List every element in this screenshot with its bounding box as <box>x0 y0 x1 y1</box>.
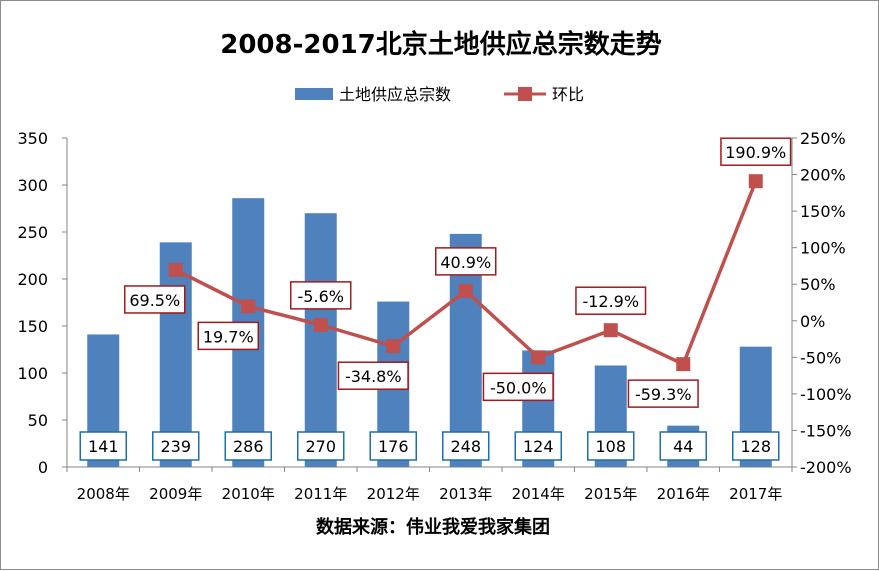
change-value-label: -12.9% <box>582 292 639 311</box>
x-tick-label: 2011年 <box>294 485 347 503</box>
bar-value-box <box>442 431 490 461</box>
legend-bar-swatch <box>295 88 333 100</box>
line-marker <box>748 174 763 189</box>
bar-value-label: 176 <box>378 437 409 456</box>
right-tick-label: 50% <box>800 275 836 294</box>
right-tick-label: 100% <box>800 239 846 258</box>
x-tick-label: 2015年 <box>584 485 637 503</box>
change-value-label: 19.7% <box>203 327 254 346</box>
legend-line-label: 环比 <box>552 85 584 104</box>
bar-value-box <box>79 431 127 461</box>
change-value-box <box>435 247 497 276</box>
bar-value-box <box>732 431 780 461</box>
right-tick-label: -200% <box>800 458 852 477</box>
bar-value-box <box>297 431 345 461</box>
bar-value-box <box>587 431 635 461</box>
right-tick-label: 200% <box>800 166 846 185</box>
bar-value-box <box>369 431 417 461</box>
change-value-box <box>337 361 409 390</box>
x-tick-label: 2016年 <box>657 485 710 503</box>
line-marker <box>458 283 473 298</box>
line-series <box>168 174 763 372</box>
change-value-box <box>482 372 554 402</box>
left-tick-label: 0 <box>38 458 48 477</box>
change-value-box <box>627 379 699 408</box>
right-tick-label: 250% <box>800 129 846 148</box>
line-marker <box>241 299 256 314</box>
left-tick-label: 200 <box>17 270 48 289</box>
change-value-label: 69.5% <box>129 291 180 310</box>
change-value-box <box>290 281 352 310</box>
x-tick-label: 2012年 <box>367 485 420 503</box>
line-marker <box>531 350 546 365</box>
source-note: 数据来源：伟业我爱我家集团 <box>316 516 550 538</box>
bar-value-label: 141 <box>88 437 119 456</box>
bar-value-label: 124 <box>523 437 554 456</box>
left-tick-label: 100 <box>17 364 48 383</box>
x-tick-label: 2013年 <box>439 485 492 503</box>
bar-value-label: 108 <box>595 437 626 456</box>
legend: 土地供应总宗数 环比 <box>295 85 584 104</box>
line-marker <box>313 317 328 332</box>
bar-value-box <box>514 431 562 461</box>
line-marker <box>386 339 401 354</box>
right-tick-label: -150% <box>800 421 852 440</box>
x-tick-label: 2008年 <box>77 485 130 503</box>
left-tick-label: 50 <box>28 411 48 430</box>
change-value-label: 40.9% <box>440 253 491 272</box>
chart-title: 2008-2017北京土地供应总宗数走势 <box>220 29 662 60</box>
right-tick-label: -100% <box>800 385 852 404</box>
change-value-label: -34.8% <box>345 367 402 386</box>
legend-line-marker <box>518 87 532 101</box>
left-tick-label: 350 <box>17 129 48 148</box>
bar-value-label: 270 <box>305 437 336 456</box>
axes: 0 50 100 150 200 250 300 350 -200% -150% -100% -50%… <box>17 129 851 503</box>
x-tick-label: 2017年 <box>729 485 782 503</box>
bar <box>304 213 337 467</box>
bar-value-label: 286 <box>233 437 264 456</box>
bar-value-box <box>152 431 200 461</box>
right-tick-label: 150% <box>800 202 846 221</box>
change-value-label: -50.0% <box>490 378 547 397</box>
line-marker <box>603 323 618 338</box>
bar-value-box <box>224 431 272 461</box>
right-tick-label: 0% <box>800 312 825 331</box>
left-tick-label: 300 <box>17 176 48 195</box>
data-labels: 141 239 286 270 176 248 124 108 44 128 69.5% 19.7% -… <box>79 137 792 461</box>
change-value-label: 190.9% <box>725 143 786 162</box>
bar-value-label: 44 <box>673 437 693 456</box>
bar-value-label: 248 <box>450 437 481 456</box>
x-tick-label: 2014年 <box>512 485 565 503</box>
bar-value-label: 239 <box>160 437 191 456</box>
line-marker <box>168 262 183 277</box>
bar-value-label: 128 <box>740 437 771 456</box>
change-value-label: -5.6% <box>298 287 344 306</box>
bar <box>159 242 192 467</box>
change-value-box <box>124 285 186 314</box>
bar-value-box <box>659 431 707 461</box>
change-value-box <box>720 137 792 166</box>
left-tick-label: 250 <box>17 223 48 242</box>
bar-series <box>87 198 772 467</box>
line-marker <box>676 357 691 372</box>
right-tick-label: -50% <box>800 348 841 367</box>
x-tick-label: 2010年 <box>222 485 275 503</box>
change-value-box <box>197 321 259 351</box>
left-tick-label: 150 <box>17 317 48 336</box>
change-value-box <box>575 286 647 315</box>
change-value-label: -59.3% <box>635 385 692 404</box>
legend-bar-label: 土地供应总宗数 <box>339 85 451 104</box>
x-tick-label: 2009年 <box>149 485 202 503</box>
